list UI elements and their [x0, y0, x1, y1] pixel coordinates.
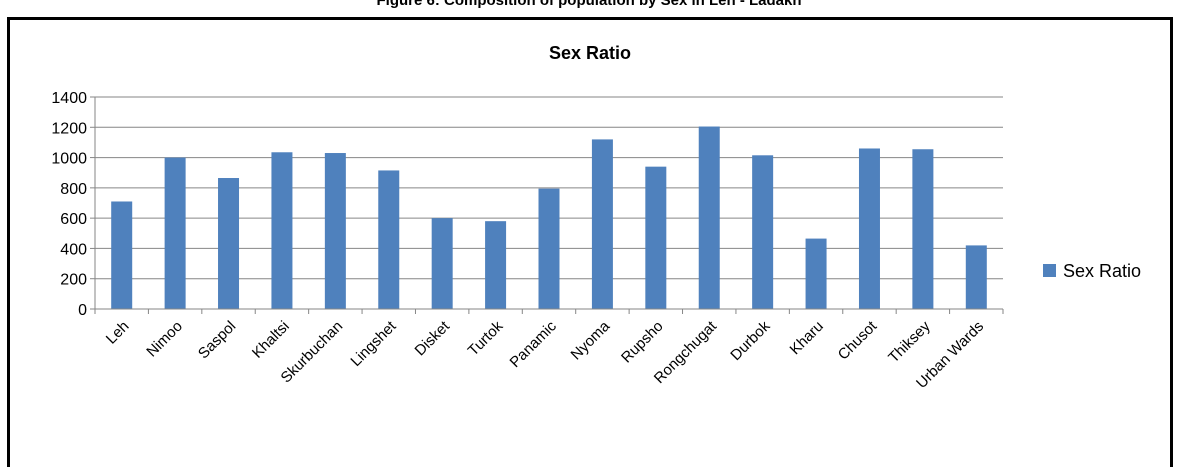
- x-tick-label: Leh: [103, 318, 133, 348]
- bar-nimoo: [164, 157, 186, 309]
- axes: [90, 96, 1004, 314]
- y-tick-label: 1400: [51, 90, 87, 107]
- bar-nyoma: [591, 139, 613, 309]
- x-tick-label: Rupsho: [618, 318, 667, 367]
- chart-frame: [7, 17, 1173, 467]
- legend: Sex Ratio: [1043, 261, 1141, 281]
- x-tick-label: Nyoma: [568, 317, 614, 363]
- x-tick-label: Chusot: [835, 317, 881, 363]
- x-tick-label: Kharu: [787, 318, 827, 358]
- gridlines: [95, 96, 1003, 280]
- bar-chusot: [858, 148, 880, 309]
- x-tick-label: Saspol: [195, 318, 239, 362]
- x-tick-label: Lingshet: [347, 317, 400, 370]
- x-tick-label: Durbok: [727, 317, 774, 364]
- legend-label: Sex Ratio: [1063, 261, 1141, 281]
- bar-panamic: [538, 188, 560, 309]
- bars: [111, 126, 987, 310]
- bar-khaltsi: [271, 152, 293, 309]
- bar-turtok: [485, 221, 507, 309]
- x-tick-label: Thiksey: [885, 317, 934, 366]
- y-tick-label: 1000: [51, 151, 87, 168]
- bar-leh: [111, 201, 133, 309]
- x-tick-label: Panamic: [507, 317, 561, 371]
- bar-rupsho: [645, 166, 667, 309]
- bar-urban-wards: [965, 245, 987, 309]
- bar-lingshet: [378, 170, 400, 309]
- bar-thiksey: [912, 149, 934, 309]
- y-tick-label: 400: [60, 241, 87, 258]
- x-tick-label: Disket: [412, 317, 454, 359]
- bar-saspol: [218, 178, 240, 309]
- y-tick-label: 200: [60, 272, 87, 289]
- chart-title: Sex Ratio: [549, 43, 631, 63]
- y-tick-labels: 0 200 400 600 800 1000 1200 1400: [51, 90, 87, 319]
- bar-disket: [431, 218, 453, 309]
- y-tick-label: 1200: [51, 120, 87, 137]
- x-tick-label: Khaltsi: [249, 318, 293, 362]
- x-tick-label: Nimoo: [143, 318, 186, 361]
- y-tick-label: 600: [60, 211, 87, 228]
- y-tick-label: 0: [78, 302, 87, 319]
- bar-skurbuchan: [324, 153, 346, 309]
- figure-caption: Figure 6: Composition of population by S…: [376, 0, 802, 9]
- y-tick-label: 800: [60, 181, 87, 198]
- bar-rongchugat: [698, 126, 720, 310]
- x-tick-label: Turtok: [465, 317, 507, 359]
- legend-swatch: [1043, 264, 1056, 277]
- bar-durbok: [752, 155, 774, 309]
- bar-kharu: [805, 238, 827, 309]
